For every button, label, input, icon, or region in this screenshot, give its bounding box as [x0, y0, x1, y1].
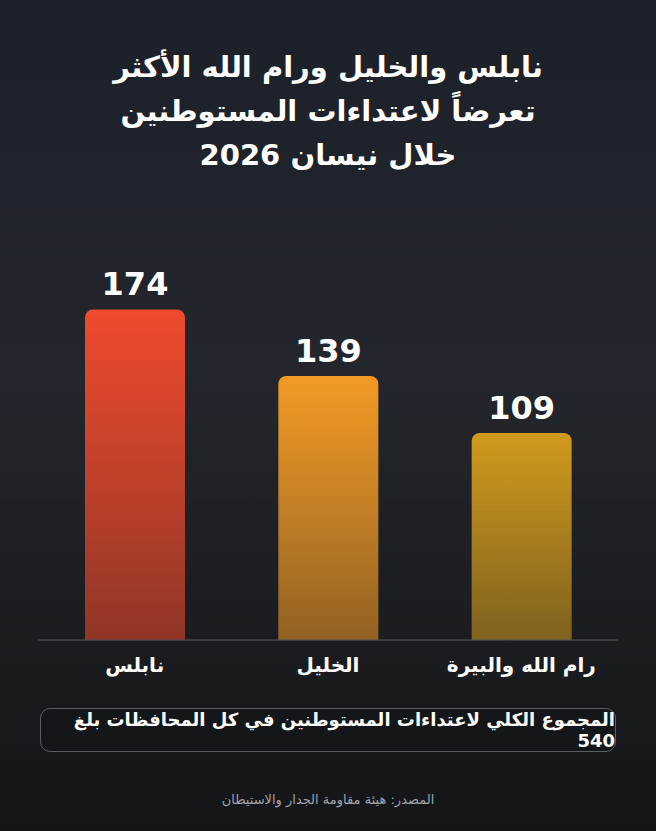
html-text:المصدر: هيئة مقاومة الجدار وال: المصدر: هيئة مقاومة الجدار والاستيطان	[221, 792, 435, 807]
svg-text:نابلس: نابلس	[105, 653, 164, 677]
svg-text:109: 109	[488, 389, 555, 427]
svg-text:رام الله والبيرة: رام الله والبيرة	[447, 653, 596, 677]
svg-text:139: 139	[295, 332, 362, 370]
svg-text:الخليل: الخليل	[297, 653, 360, 677]
html-text:نابلس والخليل ورام الله الأكثر: نابلس والخليل ورام الله الأكثر تعرضاً لا…	[113, 50, 543, 172]
html-text:المجموع الكلي لاعتداءات المستو: المجموع الكلي لاعتداءات المستوطنين في كل…	[73, 709, 615, 751]
svg-text:174: 174	[102, 265, 169, 303]
